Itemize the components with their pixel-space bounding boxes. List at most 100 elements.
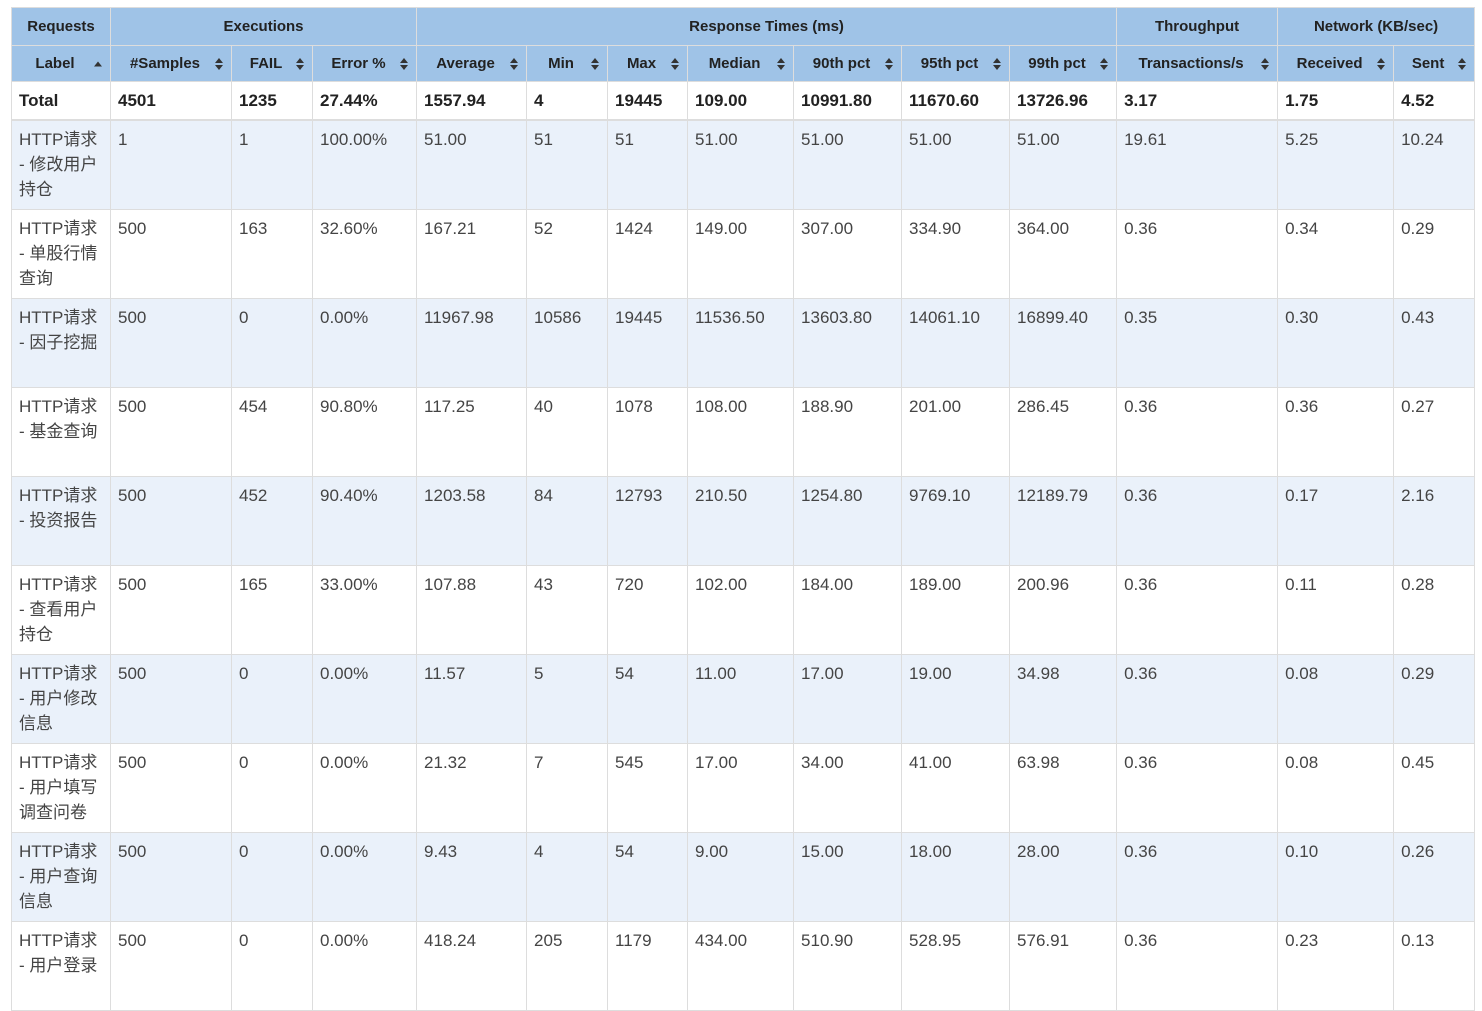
cell-label: HTTP请求 - 用户登录 — [11, 921, 111, 1011]
column-header-label: Max — [626, 55, 657, 72]
sort-ascending-icon — [94, 61, 102, 66]
cell-median: 434.00 — [687, 921, 795, 1011]
cell-average: 1203.58 — [416, 476, 528, 566]
cell-label: HTTP请求 - 投资报告 — [11, 476, 111, 566]
cell-sent: 2.16 — [1393, 476, 1476, 566]
column-header-label: Received — [1296, 55, 1363, 72]
cell-sent: 0.43 — [1393, 298, 1476, 388]
cell-95th-pct: 528.95 — [901, 921, 1011, 1011]
column-header-transactions-s[interactable]: Transactions/s — [1116, 45, 1279, 82]
cell-samples: 1 — [110, 119, 232, 210]
table-row: HTTP请求 - 用户填写调查问卷 500 0 0.00% 21.32 7 545 17.00… — [11, 743, 1476, 833]
group-header-response-times: Response Times (ms) — [416, 7, 1118, 46]
cell-label: HTTP请求 - 因子挖掘 — [11, 298, 111, 388]
sort-both-icon — [885, 57, 894, 70]
cell-99th-pct: 16899.40 — [1009, 298, 1118, 388]
cell-sent: 0.27 — [1393, 387, 1476, 477]
cell-error-pct: 100.00% — [311, 119, 418, 210]
group-header-network: Network (KB/sec) — [1277, 7, 1476, 46]
cell-sent: 0.45 — [1393, 743, 1476, 833]
column-header-fail[interactable]: FAIL — [231, 45, 313, 82]
column-header-label[interactable]: Label — [11, 45, 111, 82]
cell-average: 9.43 — [416, 832, 528, 922]
cell-99th-pct: 200.96 — [1009, 565, 1118, 655]
cell-min: 43 — [526, 565, 609, 655]
column-header-average[interactable]: Average — [416, 45, 528, 82]
cell-received: 0.08 — [1277, 654, 1395, 744]
cell-max: 1078 — [607, 387, 689, 477]
cell-99th-pct: 34.98 — [1009, 654, 1118, 744]
column-header-sent[interactable]: Sent — [1393, 45, 1476, 82]
group-header-executions: Executions — [109, 7, 418, 46]
cell-error-pct: 33.00% — [311, 565, 418, 655]
column-header-99th-pct[interactable]: 99th pct — [1009, 45, 1118, 82]
cell-max: 19445 — [607, 298, 689, 388]
column-header-label: FAIL — [249, 55, 283, 72]
cell-99th-pct: 13726.96 — [1009, 81, 1118, 121]
cell-error-pct: 0.00% — [311, 654, 418, 744]
column-header-min[interactable]: Min — [526, 45, 609, 82]
cell-sent: 0.26 — [1393, 832, 1476, 922]
cell-label: HTTP请求 - 基金查询 — [11, 387, 111, 477]
sort-both-icon — [1377, 57, 1386, 70]
cell-received: 0.30 — [1277, 298, 1395, 388]
cell-median: 210.50 — [687, 476, 795, 566]
cell-95th-pct: 14061.10 — [901, 298, 1011, 388]
total-row: Total 4501 1235 27.44% 1557.94 4 19445 109.00 10… — [11, 81, 1476, 121]
sort-both-icon — [400, 57, 409, 70]
cell-error-pct: 0.00% — [311, 298, 418, 388]
cell-min: 84 — [526, 476, 609, 566]
cell-fail: 163 — [231, 209, 313, 299]
cell-samples: 500 — [110, 209, 232, 299]
cell-median: 149.00 — [687, 209, 795, 299]
cell-fail: 165 — [231, 565, 313, 655]
cell-90th-pct: 184.00 — [793, 565, 903, 655]
cell-median: 108.00 — [687, 387, 795, 477]
cell-min: 5 — [526, 654, 609, 744]
cell-90th-pct: 34.00 — [793, 743, 903, 833]
cell-sent: 0.28 — [1393, 565, 1476, 655]
cell-90th-pct: 51.00 — [793, 119, 903, 210]
cell-median: 102.00 — [687, 565, 795, 655]
cell-90th-pct: 15.00 — [793, 832, 903, 922]
column-header-label: 99th pct — [1028, 55, 1086, 72]
cell-average: 107.88 — [416, 565, 528, 655]
cell-average: 11.57 — [416, 654, 528, 744]
cell-label: HTTP请求 - 单股行情查询 — [11, 209, 111, 299]
cell-received: 0.10 — [1277, 832, 1395, 922]
sort-both-icon — [296, 57, 304, 70]
cell-samples: 500 — [110, 921, 232, 1011]
cell-max: 1179 — [607, 921, 689, 1011]
cell-received: 1.75 — [1277, 81, 1395, 121]
cell-min: 10586 — [526, 298, 609, 388]
cell-samples: 500 — [110, 743, 232, 833]
cell-average: 1557.94 — [416, 81, 528, 121]
column-header-95th-pct[interactable]: 95th pct — [901, 45, 1011, 82]
cell-fail: 1 — [231, 119, 313, 210]
cell-received: 5.25 — [1277, 119, 1395, 210]
column-header-samples[interactable]: #Samples — [110, 45, 232, 82]
cell-error-pct: 0.00% — [311, 832, 418, 922]
table-row: HTTP请求 - 用户登录 500 0 0.00% 418.24 205 1179 434.0… — [11, 921, 1476, 1011]
statistics-table-container: Requests Executions Response Times (ms) … — [11, 7, 1476, 1011]
cell-sent: 10.24 — [1393, 119, 1476, 210]
cell-95th-pct: 201.00 — [901, 387, 1011, 477]
column-header-max[interactable]: Max — [607, 45, 689, 82]
cell-fail: 0 — [231, 921, 313, 1011]
cell-error-pct: 90.80% — [311, 387, 418, 477]
sort-both-icon — [215, 57, 223, 70]
cell-max: 54 — [607, 832, 689, 922]
cell-transactions-s: 19.61 — [1116, 119, 1279, 210]
cell-transactions-s: 0.36 — [1116, 654, 1279, 744]
column-header-90th-pct[interactable]: 90th pct — [793, 45, 903, 82]
table-row: HTTP请求 - 基金查询 500 454 90.80% 117.25 40 1078 108… — [11, 387, 1476, 477]
cell-error-pct: 0.00% — [311, 743, 418, 833]
cell-max: 720 — [607, 565, 689, 655]
cell-label: HTTP请求 - 用户修改信息 — [11, 654, 111, 744]
cell-sent: 0.13 — [1393, 921, 1476, 1011]
cell-samples: 4501 — [110, 81, 232, 121]
column-header-median[interactable]: Median — [687, 45, 795, 82]
column-header-received[interactable]: Received — [1277, 45, 1395, 82]
column-header-error-pct[interactable]: Error % — [311, 45, 418, 82]
cell-received: 0.08 — [1277, 743, 1395, 833]
